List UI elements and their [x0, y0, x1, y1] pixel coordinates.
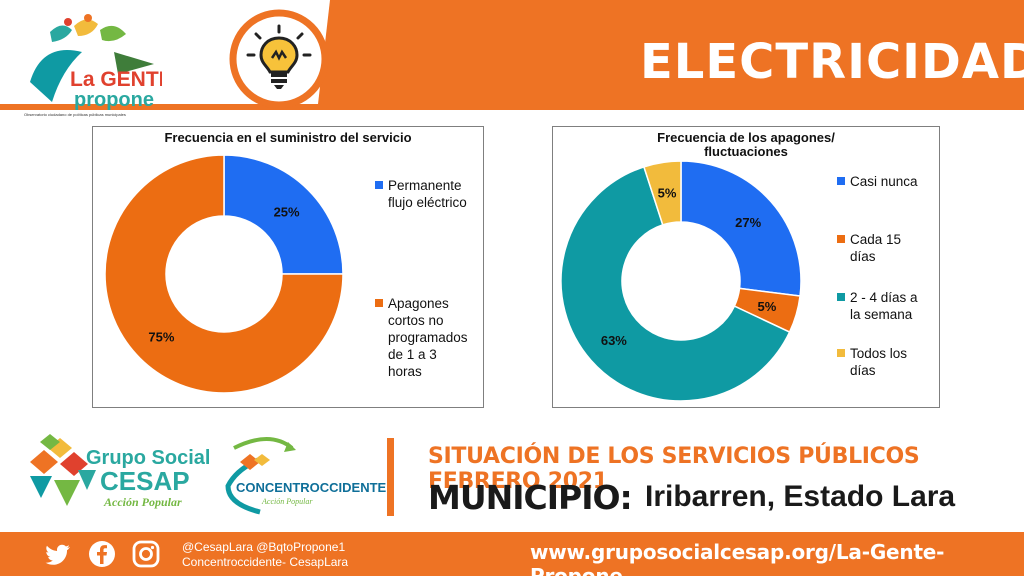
- data-label-0: 25%: [274, 204, 300, 219]
- logo-text-la-gente: La GENTE: [70, 68, 162, 91]
- donut-slice-3: [642, 160, 682, 226]
- concentroccidente-logo: CONCENTROCCIDENTE Acción Popular: [225, 437, 387, 515]
- legend-swatch-3: [837, 349, 845, 357]
- legend-item-3: Todos los días: [837, 345, 907, 379]
- legend-label-2: 2 - 4 días a la semana: [850, 290, 918, 322]
- data-label-3: 5%: [658, 186, 677, 201]
- legend-label-1: Cada 15 días: [850, 232, 902, 264]
- chart-panel-supply: Frecuencia en el suministro del servicio…: [92, 126, 484, 408]
- instagram-icon[interactable]: [132, 540, 160, 568]
- cesap-line2: CESAP: [100, 466, 190, 496]
- legend-label-3: Todos los días: [850, 346, 908, 378]
- logo-text-propone: propone: [74, 89, 154, 111]
- concentro-sub: Acción Popular: [261, 497, 313, 506]
- logo-caption: Observatorio ciudadano de políticas públ…: [24, 112, 126, 117]
- municipio-value: Iribarren, Estado Lara: [645, 480, 956, 513]
- data-label-0: 27%: [735, 215, 761, 230]
- donut-slice-1: [104, 154, 344, 394]
- concentro-name: CONCENTROCCIDENTE: [236, 480, 387, 495]
- cesap-line3: Acción Popular: [103, 495, 182, 509]
- handles-line1: @CesapLara @BqtoPropone1: [182, 540, 346, 554]
- social-handles: @CesapLara @BqtoPropone1 Concentrocciden…: [182, 540, 348, 570]
- legend-item-1: Cada 15 días: [837, 231, 901, 265]
- footer-bar: [0, 532, 1024, 576]
- partner-logos: Grupo Social CESAP Acción Popular CONCEN…: [30, 434, 387, 515]
- donut-chart-outages: 27% 5% 63% 5%: [560, 160, 802, 402]
- situation-title: SITUACIÓN DE LOS SERVICIOS PÚBLICOS FEBR…: [428, 444, 920, 494]
- legend-swatch-0: [837, 177, 845, 185]
- data-label-1: 75%: [148, 330, 174, 345]
- la-gente-propone-logo: La GENTE propone Observatorio ciudadano …: [24, 14, 162, 117]
- donut-chart-supply: 25% 75%: [104, 154, 344, 394]
- legend-item-0: Casi nunca: [837, 173, 918, 190]
- chart-title-outages: Frecuencia de los apagones/ fluctuacione…: [657, 130, 835, 159]
- legend-label-0: Permanente flujo eléctrico: [388, 178, 467, 210]
- website-link[interactable]: www.gruposocialcesap.org/La-Gente-Propon…: [530, 540, 945, 588]
- light-bulb-icon: [229, 9, 329, 109]
- data-label-2: 63%: [601, 333, 627, 348]
- divider-bar: [387, 438, 394, 516]
- donut-slice-0: [680, 160, 802, 297]
- chart-panel-outages: Frecuencia de los apagones/ fluctuacione…: [552, 126, 940, 408]
- legend-item-2: 2 - 4 días a la semana: [837, 289, 918, 323]
- chart-legend-outages: Casi nunca Cada 15 días 2 - 4 días a la se…: [837, 173, 937, 403]
- cesap-logo: Grupo Social CESAP Acción Popular: [30, 434, 210, 509]
- legend-label-1: Apagones cortos no programados de 1 a 3 …: [388, 296, 468, 379]
- legend-swatch-1: [837, 235, 845, 243]
- chart-title-supply: Frecuencia en el suministro del servicio: [164, 130, 412, 145]
- cesap-line1: Grupo Social: [86, 447, 210, 469]
- municipio-label: MUNICIPIO:: [428, 478, 633, 517]
- handles-line2: Concentroccidente- CesapLara: [182, 555, 349, 569]
- page-title: ELECTRICIDAD: [640, 34, 1024, 90]
- chart-legend-supply: Permanente flujo eléctrico Apagones corto…: [375, 177, 483, 407]
- facebook-icon[interactable]: [88, 540, 116, 568]
- legend-swatch-1: [375, 299, 383, 307]
- legend-swatch-0: [375, 181, 383, 189]
- legend-item-0: Permanente flujo eléctrico: [375, 177, 467, 211]
- legend-item-1: Apagones cortos no programados de 1 a 3 …: [375, 295, 468, 380]
- donut-slice-2: [560, 165, 791, 402]
- legend-swatch-2: [837, 293, 845, 301]
- twitter-icon[interactable]: [44, 540, 72, 568]
- data-label-1: 5%: [758, 299, 777, 314]
- legend-label-0: Casi nunca: [850, 174, 918, 189]
- donut-slice-0: [223, 154, 344, 275]
